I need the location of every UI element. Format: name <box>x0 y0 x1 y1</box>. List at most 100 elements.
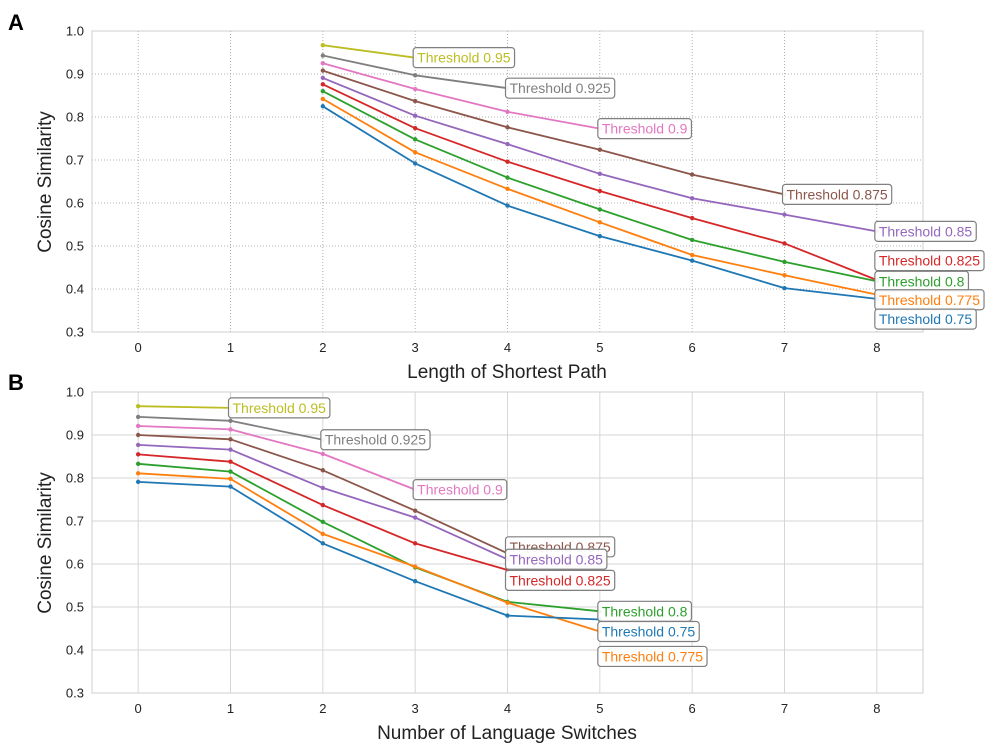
panel-a-point-threshold-0-8-2 <box>320 89 326 94</box>
panel-b-point-threshold-0-875-0 <box>135 432 141 438</box>
panel-b-y-tick-0.9: 0.9 <box>66 428 84 443</box>
panel-a-label-text: Threshold 0.9 <box>602 121 688 137</box>
panel-b-point-threshold-0-9-2 <box>320 451 326 457</box>
panel-a-label-box <box>874 250 985 272</box>
panel-a-point-threshold-0-875-5 <box>597 147 603 152</box>
panel-b-series-threshold-0-75 <box>138 481 600 621</box>
panel-a-y-tick-0.3: 0.3 <box>66 325 84 340</box>
panel-a-x-tick-0: 0 <box>135 340 142 355</box>
panel-b-series-threshold-0-9 <box>138 425 416 491</box>
panel-a-series-threshold-0-875 <box>322 69 785 196</box>
panel-a-label-threshold-0-875: Threshold 0.875 <box>781 183 893 205</box>
panel-b-point-threshold-0-8-2 <box>320 519 326 525</box>
panel-b-label-box <box>227 397 331 419</box>
panel-a-x-tick-8: 8 <box>873 340 880 355</box>
panel-a-point-threshold-0-8-4 <box>505 175 510 180</box>
panel-a-threshold-labels: Threshold 0.95 Threshold 0.925 Threshold 0… <box>412 47 985 330</box>
panel-b-point-threshold-0-775-2 <box>320 531 326 537</box>
panel-b-label-box <box>504 548 608 570</box>
panel-b-label-box <box>597 620 700 643</box>
panel-b-y-tick-0.4: 0.4 <box>66 643 84 658</box>
panel-b-point-threshold-0-85-0 <box>135 442 141 448</box>
panel-b-point-threshold-0-925-0 <box>135 414 141 420</box>
panel-a-point-threshold-0-75-2 <box>320 104 326 109</box>
panel-a-label-text: Threshold 0.95 <box>417 50 511 66</box>
panel-b-x-tick-0: 0 <box>135 701 142 716</box>
panel-b-x-tick-8: 8 <box>873 701 880 716</box>
panel-a-point-threshold-0-95-2 <box>320 42 326 48</box>
panel-a-point-threshold-0-85-7 <box>782 212 787 217</box>
panel-a-series-threshold-0-9 <box>322 62 600 130</box>
panel-b-point-threshold-0-775-1 <box>228 476 233 482</box>
panel-a-label-threshold-0-775: Threshold 0.775 <box>874 289 985 311</box>
panel-b-label-threshold-0-85: Threshold 0.85 <box>504 548 608 570</box>
panel-a-point-threshold-0-8-5 <box>597 207 603 212</box>
panel-b-plot-area <box>91 391 924 694</box>
panel-a-label-threshold-0-75: Threshold 0.75 <box>874 308 977 330</box>
panel-b: B 0.3 0.4 0.5 0.6 0.7 0.8 0.9 1.0 0 1 2 3 4 5 6 7 8 Thr… <box>8 370 924 744</box>
panel-a-y-tick-1.0: 1.0 <box>66 24 84 39</box>
panel-b-label-threshold-0-95: Threshold 0.95 <box>227 397 331 419</box>
panel-b-point-threshold-0-825-2 <box>320 502 326 508</box>
panel-a-point-threshold-0-825-3 <box>412 125 418 131</box>
panel-a-x-tick-3: 3 <box>412 340 419 355</box>
panel-a-point-threshold-0-85-2 <box>320 75 326 81</box>
panel-b-x-tick-7: 7 <box>781 701 788 716</box>
panel-b-label-text: Threshold 0.95 <box>233 400 327 416</box>
panel-b-label-box <box>412 479 508 501</box>
panel-b-label-threshold-0-75: Threshold 0.75 <box>597 620 700 643</box>
panel-a-label-box <box>781 183 893 205</box>
panel-a-y-axis-label: Cosine Similarity <box>35 111 56 253</box>
panel-b-y-ticks: 0.3 0.4 0.5 0.6 0.7 0.8 0.9 1.0 <box>66 385 84 701</box>
panel-a-x-tick-7: 7 <box>781 340 788 355</box>
panel-a-label-text: Threshold 0.75 <box>879 311 973 327</box>
panel-a-y-tick-0.7: 0.7 <box>66 153 84 168</box>
panel-a-point-threshold-0-8-3 <box>412 137 418 142</box>
panel-b-point-threshold-0-85-3 <box>412 515 418 520</box>
panel-a-plot-area <box>91 30 924 333</box>
panel-a-y-tick-0.6: 0.6 <box>66 196 84 211</box>
panel-a-point-threshold-0-775-6 <box>689 252 695 258</box>
panel-a-point-threshold-0-775-5 <box>597 220 603 225</box>
panel-b-point-threshold-0-75-2 <box>320 541 326 546</box>
panel-b-series-threshold-0-95 <box>138 405 231 409</box>
panel-b-label-threshold-0-775: Threshold 0.775 <box>597 645 708 668</box>
panel-b-label-box <box>320 429 431 451</box>
panel-b-point-threshold-0-9-1 <box>228 427 233 432</box>
panel-a-y-ticks: 0.3 0.4 0.5 0.6 0.7 0.8 0.9 1.0 <box>66 24 84 340</box>
panel-a-point-threshold-0-825-2 <box>320 82 326 87</box>
panel-a-point-threshold-0-9-4 <box>505 109 510 115</box>
panel-b-point-threshold-0-95-0 <box>135 403 141 409</box>
panel-a-label-box <box>874 308 977 330</box>
panel-a-label-threshold-0-85: Threshold 0.85 <box>874 220 977 242</box>
panel-b-label-text: Threshold 0.775 <box>602 648 703 664</box>
panel-a-point-threshold-0-85-3 <box>412 113 418 118</box>
panel-a-point-threshold-0-925-2 <box>320 53 326 58</box>
panel-a-label-box <box>874 220 977 242</box>
panel-b-point-threshold-0-825-1 <box>228 459 233 464</box>
panel-b-x-tick-6: 6 <box>689 701 696 716</box>
panel-b-series-threshold-0-8 <box>138 462 600 613</box>
panel-a-point-threshold-0-775-7 <box>782 273 787 278</box>
panel-a-label-threshold-0-9: Threshold 0.9 <box>597 118 693 140</box>
panel-a-point-threshold-0-9-3 <box>412 86 418 92</box>
panel-a-point-threshold-0-75-4 <box>505 203 510 208</box>
panel-a-label-threshold-0-925: Threshold 0.925 <box>504 77 616 99</box>
panel-b-x-tick-1: 1 <box>227 701 234 716</box>
panel-a-x-tick-6: 6 <box>689 340 696 355</box>
panel-a-x-tick-1: 1 <box>227 340 234 355</box>
panel-b-x-tick-4: 4 <box>504 701 511 716</box>
panel-a-point-threshold-0-825-5 <box>597 188 603 194</box>
panel-a-point-threshold-0-825-4 <box>505 159 510 164</box>
panel-b-x-tick-3: 3 <box>412 701 419 716</box>
panel-a-point-threshold-0-75-7 <box>782 285 787 291</box>
panel-b-point-threshold-0-775-0 <box>135 471 141 476</box>
panel-b-threshold-labels: Threshold 0.95 Threshold 0.925 Threshold 0… <box>227 397 708 668</box>
panel-b-point-threshold-0-75-1 <box>228 484 233 489</box>
panel-a-y-tick-0.8: 0.8 <box>66 110 84 125</box>
panel-a-point-threshold-0-825-7 <box>782 241 787 246</box>
panel-b-point-threshold-0-875-1 <box>228 437 233 442</box>
panel-a-point-threshold-0-9-2 <box>320 61 326 66</box>
panel-a-y-tick-0.5: 0.5 <box>66 239 84 254</box>
panel-b-y-tick-0.6: 0.6 <box>66 557 84 572</box>
